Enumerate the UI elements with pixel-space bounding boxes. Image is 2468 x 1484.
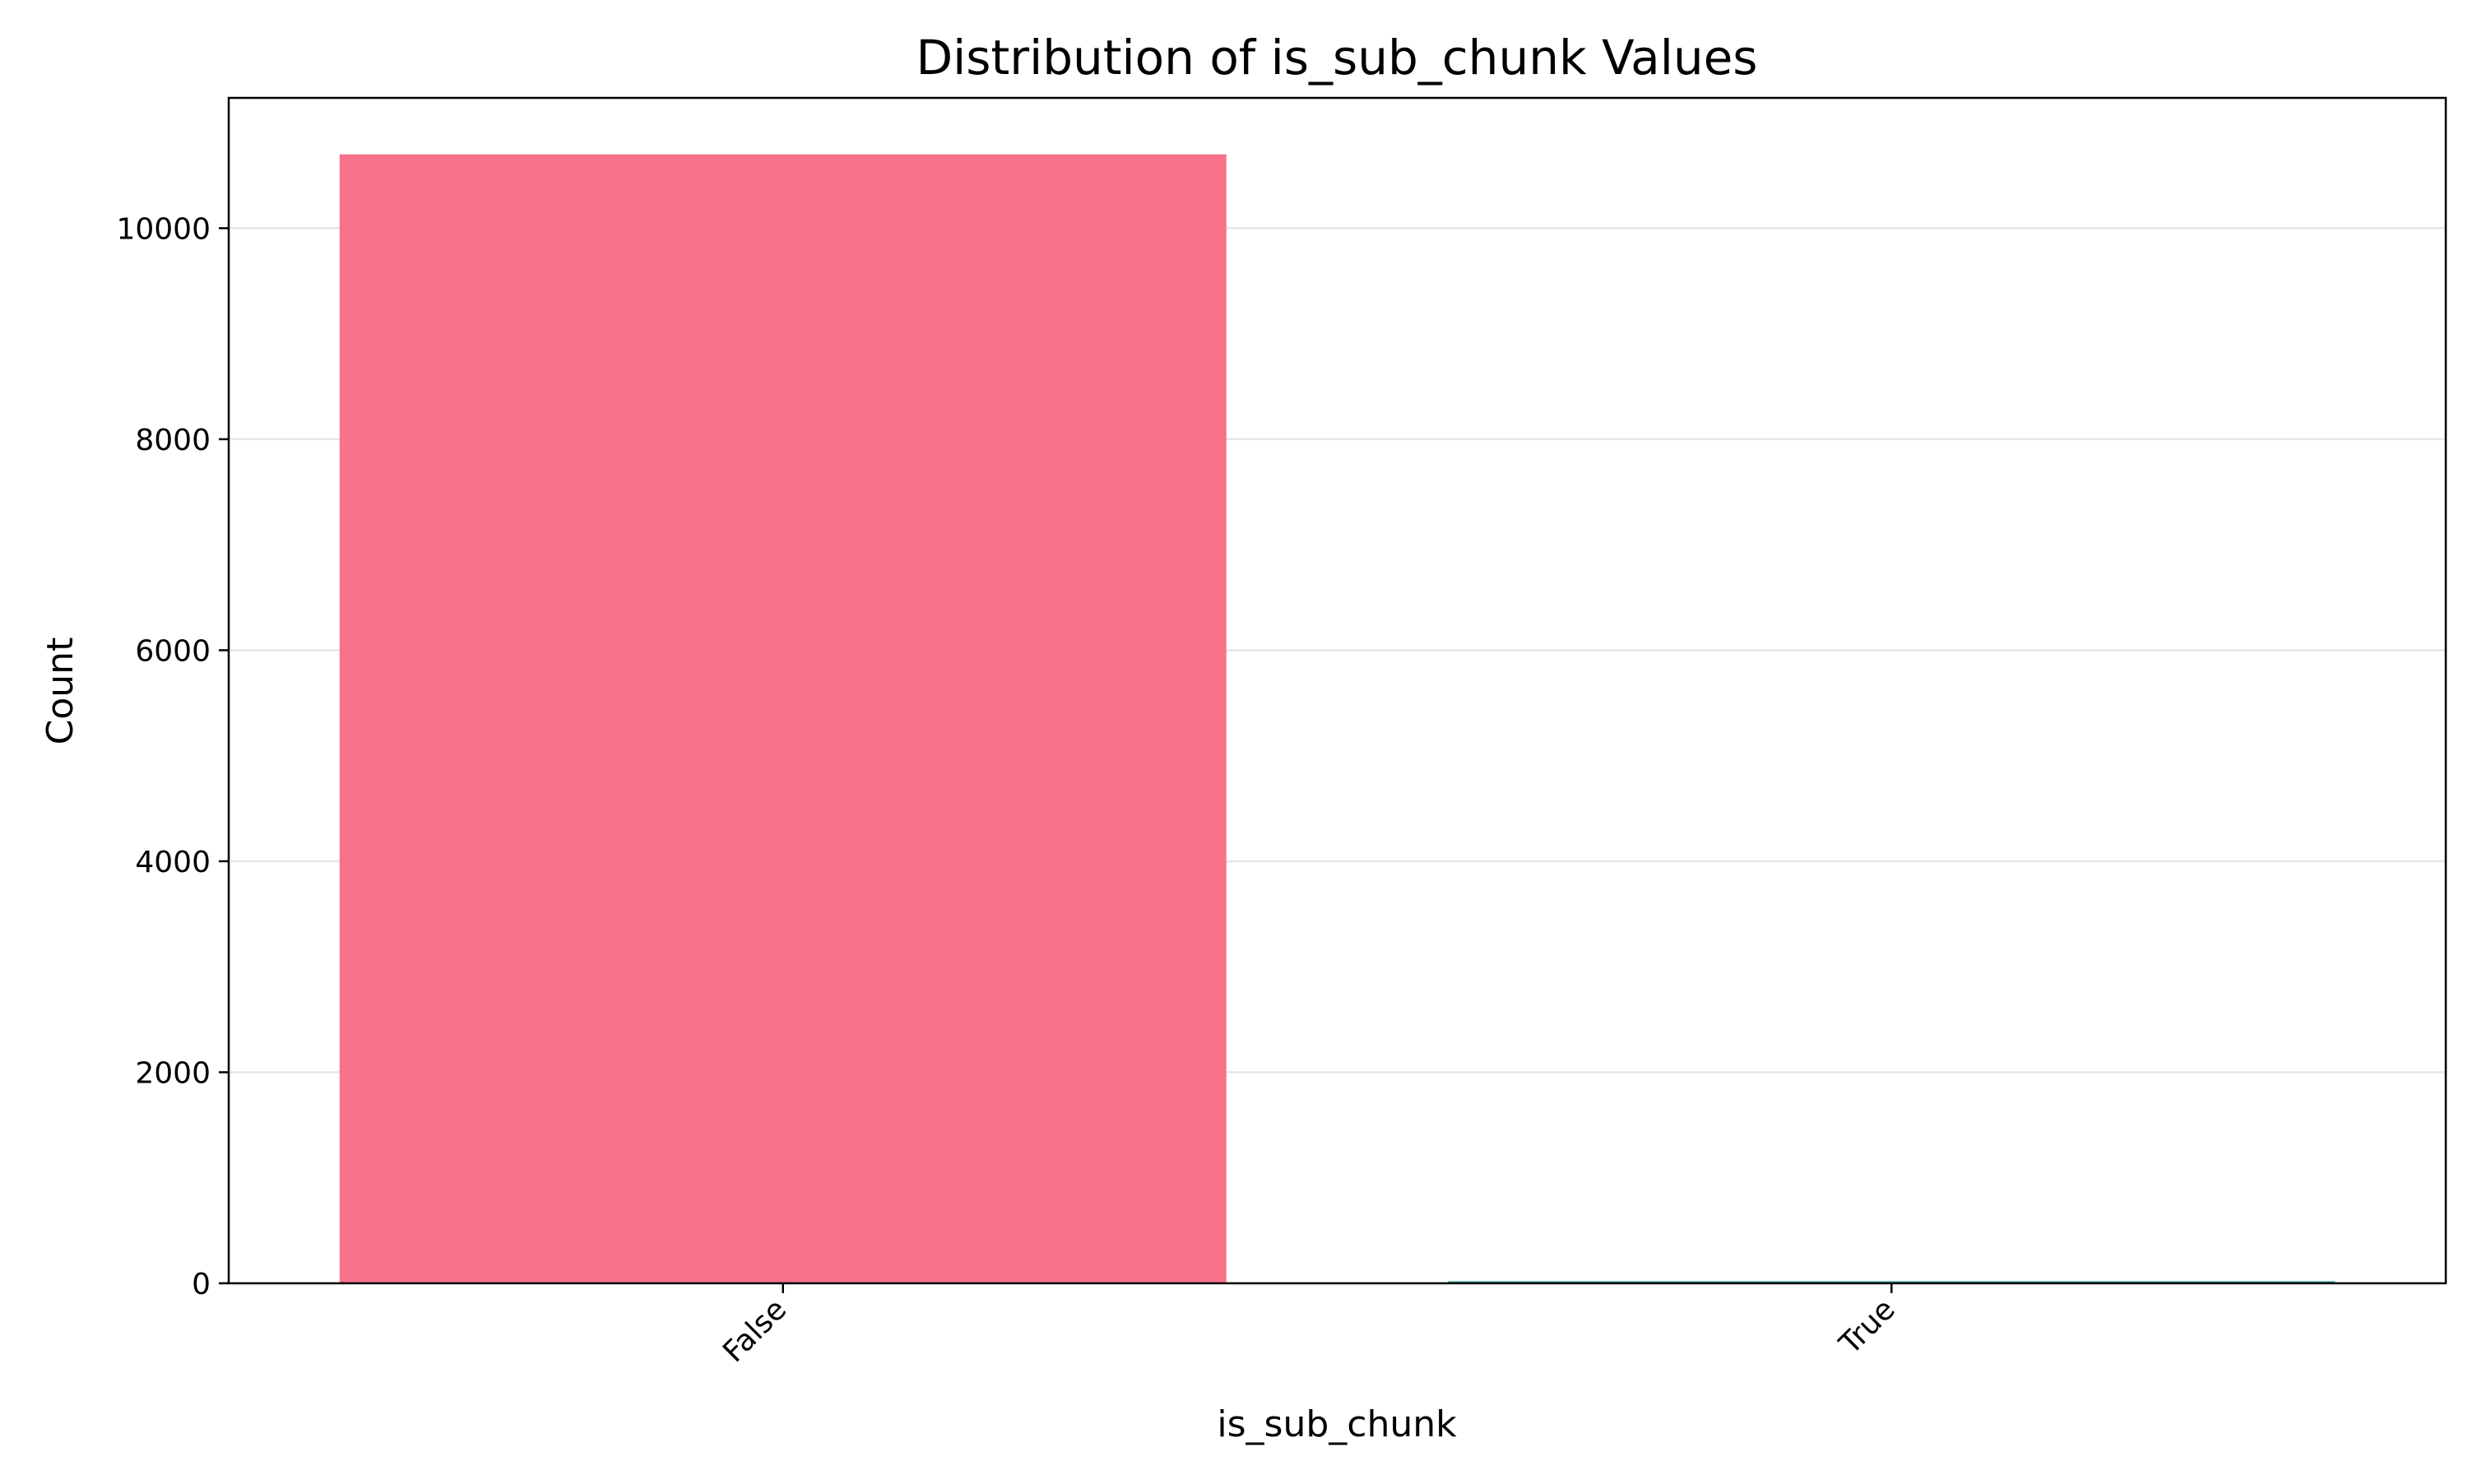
x-tick-label: False (717, 1292, 793, 1369)
bar-true (1448, 1281, 2336, 1283)
y-tick-label: 10000 (116, 212, 211, 246)
x-tick-label: True (1833, 1292, 1902, 1361)
y-tick-label: 6000 (135, 634, 211, 668)
y-axis-label: Count (39, 638, 81, 745)
x-axis-label: is_sub_chunk (1217, 1403, 1457, 1445)
plot-frame (227, 96, 2447, 1285)
bar-false (339, 154, 1227, 1284)
y-tick-label: 0 (192, 1268, 211, 1301)
y-tick-label: 2000 (135, 1056, 211, 1090)
chart-title: Distribution of is_sub_chunk Values (916, 30, 1758, 86)
bars (339, 154, 2336, 1284)
y-tick-label: 8000 (135, 424, 211, 457)
y-tick-label: 4000 (135, 846, 211, 879)
